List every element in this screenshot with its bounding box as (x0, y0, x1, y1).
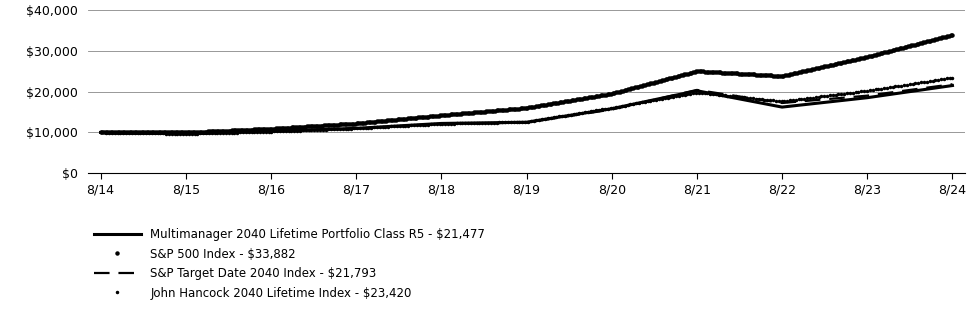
Legend: Multimanager 2040 Lifetime Portfolio Class R5 - $21,477, S&P 500 Index - $33,882: Multimanager 2040 Lifetime Portfolio Cla… (94, 228, 486, 300)
